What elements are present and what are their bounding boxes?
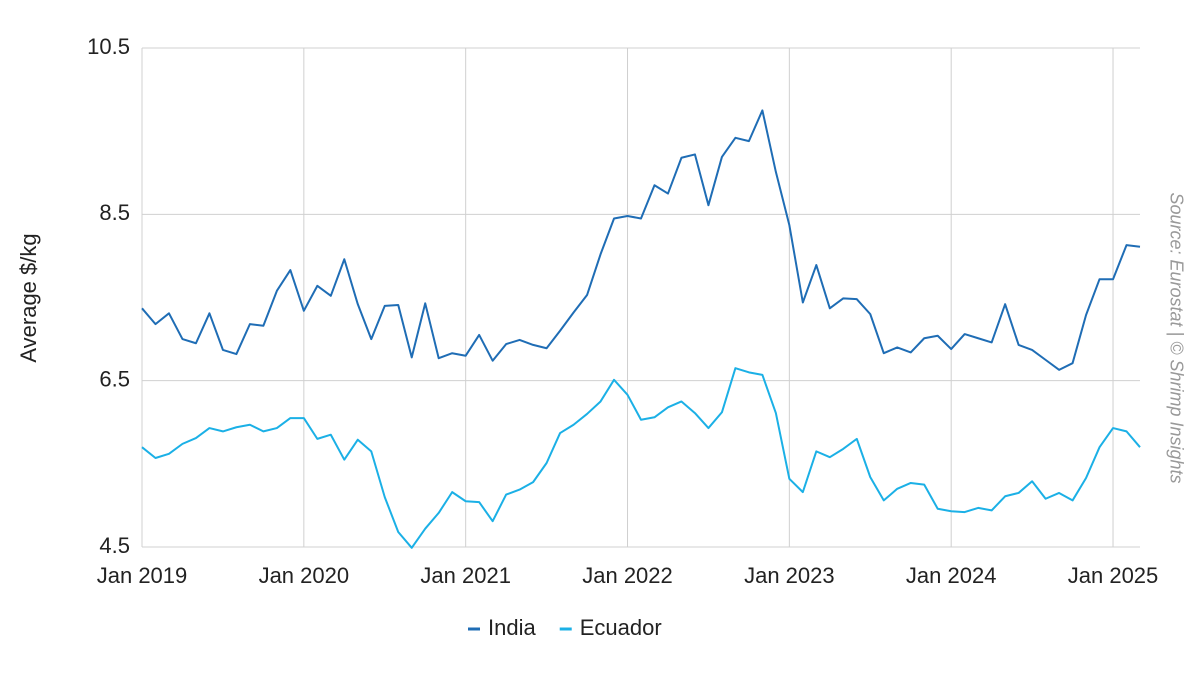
y-tick-label: 4.5: [99, 533, 130, 558]
x-tick-label: Jan 2025: [1068, 563, 1159, 588]
x-tick-label: Jan 2022: [582, 563, 673, 588]
x-tick-label: Jan 2020: [259, 563, 350, 588]
y-tick-label: 10.5: [87, 34, 130, 59]
x-tick-label: Jan 2024: [906, 563, 997, 588]
source-note: Source: Eurostat | © Shrimp Insights: [1166, 192, 1186, 483]
y-tick-label: 8.5: [99, 200, 130, 225]
data-line: [141, 367, 1141, 549]
legend-label: India: [488, 615, 536, 640]
x-tick-label: Jan 2023: [744, 563, 835, 588]
x-tick-label: Jan 2021: [420, 563, 511, 588]
data-line: [141, 109, 1141, 371]
legend-label: Ecuador: [580, 615, 662, 640]
y-tick-label: 6.5: [99, 366, 130, 391]
x-tick-label: Jan 2019: [97, 563, 188, 588]
y-axis-label: Average $/kg: [16, 233, 41, 362]
